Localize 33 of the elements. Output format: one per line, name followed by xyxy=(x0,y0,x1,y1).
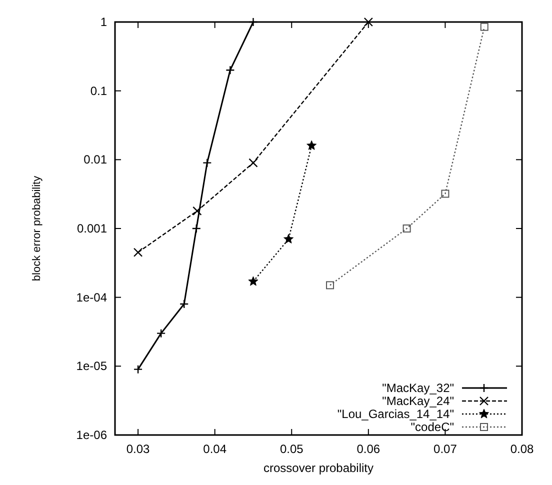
point xyxy=(248,158,258,168)
point xyxy=(192,206,202,216)
point xyxy=(306,140,317,150)
y-tick-label: 0.1 xyxy=(90,84,108,98)
x-tick-label: 0.05 xyxy=(280,442,304,456)
point xyxy=(326,281,334,290)
legend-label: "MacKay_32" xyxy=(382,381,454,395)
x-tick-label: 0.07 xyxy=(434,442,458,456)
y-tick-label: 1e-05 xyxy=(76,359,108,374)
x-tick-label: 0.08 xyxy=(510,442,534,456)
x-axis-title: crossover probability xyxy=(263,461,374,475)
y-tick-label: 1e-06 xyxy=(76,428,108,442)
y-tick-label: 0.01 xyxy=(84,152,108,167)
legend-label: "MacKay_24" xyxy=(382,394,454,408)
legend-label: "codeC" xyxy=(410,420,454,434)
y-axis-title: block error probability xyxy=(31,175,43,282)
point xyxy=(248,276,258,286)
x-tick-label: 0.06 xyxy=(356,442,380,456)
y-tick-label: 1e-04 xyxy=(76,290,108,304)
y-tick-label: 0.001 xyxy=(76,222,108,236)
point xyxy=(441,190,450,198)
point xyxy=(480,22,488,31)
x-tick-label: 0.03 xyxy=(126,442,150,456)
point xyxy=(156,328,166,338)
point xyxy=(402,224,411,232)
point xyxy=(133,364,143,374)
y-tick-label: 1 xyxy=(100,15,108,29)
point xyxy=(180,299,189,309)
point xyxy=(284,234,294,244)
x-tick-label: 0.04 xyxy=(203,442,227,456)
point xyxy=(133,248,143,257)
point xyxy=(364,17,374,27)
legend-label: "Lou_Garcias_14_14" xyxy=(337,407,454,421)
